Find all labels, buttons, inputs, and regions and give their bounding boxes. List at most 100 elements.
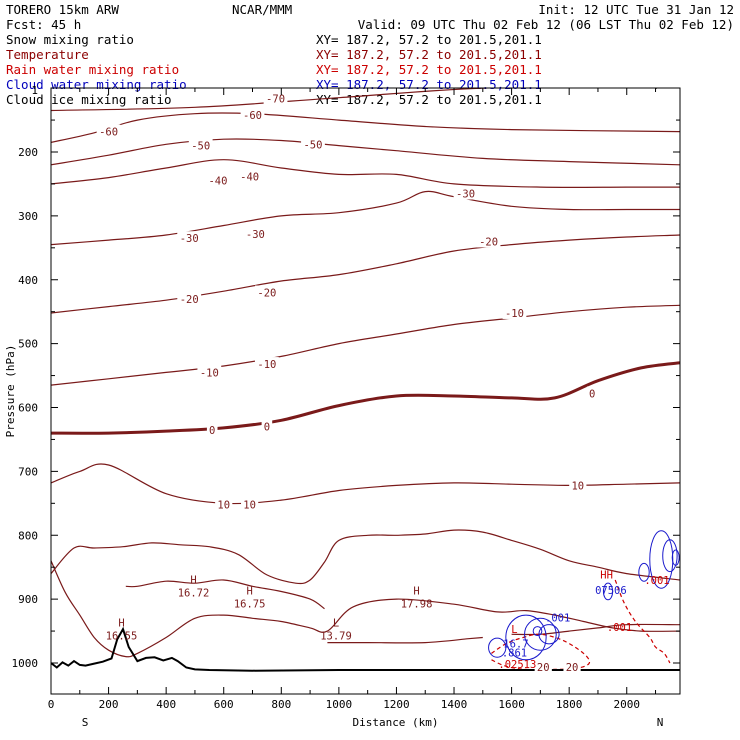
isotherm-label: -50 (191, 141, 210, 153)
x-tick-label: 600 (214, 698, 234, 711)
isotherm-line (51, 234, 680, 314)
model-title: TORERO 15km ARW (6, 2, 119, 17)
x-tick-label: 1800 (556, 698, 583, 711)
isotherm-label: -40 (208, 176, 227, 188)
plot-frame (50, 87, 681, 695)
x-tick-label: 2000 (613, 698, 640, 711)
x-tick-label: 1000 (326, 698, 353, 711)
cloud-contour (638, 562, 650, 582)
y-axis-label: Pressure (hPa) (4, 345, 17, 438)
isotherm-label-bg (255, 357, 279, 371)
isotherm-label-bg (502, 305, 527, 319)
isotherm-label-bg (215, 497, 233, 511)
valid-time: Valid: 09 UTC Thu 02 Feb 12 (06 LST Thu … (358, 17, 734, 32)
y-tick-label: 300 (18, 210, 38, 223)
isotherm-label-bg (563, 659, 581, 673)
x-tick-label: 800 (271, 698, 291, 711)
isotherm-label: 10 (217, 500, 230, 512)
cloud-contour (671, 549, 680, 566)
isotherm-label: -30 (456, 189, 475, 201)
center-name: NCAR/MMM (232, 2, 292, 17)
y-tick-label: 900 (18, 593, 38, 606)
isotherm-label-bg (261, 419, 273, 433)
cloud-contour (505, 614, 547, 661)
extremum-value: 13.79 (320, 630, 352, 642)
lower-contour-line (51, 529, 680, 585)
end-label-south: S (82, 716, 89, 729)
isotherm-label-bg (206, 422, 218, 436)
isotherm-label: 0 (264, 422, 270, 434)
y-tick-label: 1 (31, 84, 38, 97)
isotherm-label: -20 (257, 288, 276, 300)
isotherm-line (51, 138, 680, 166)
isotherm-label: -30 (180, 233, 199, 245)
isotherm-label-bg (586, 386, 598, 400)
isotherm-label: -20 (479, 236, 498, 248)
x-tick-label: 1200 (383, 698, 410, 711)
end-label-north: N (657, 716, 664, 729)
extremum-letter: H (246, 585, 252, 597)
x-tick-label: 0 (48, 698, 55, 711)
y-tick-label: 600 (18, 402, 38, 415)
plot-area: -70 -60 -60 -50 -50 -40 -40 -30 -30 -30 -20 -20 -20 -… (4, 78, 681, 729)
isotherm-label: -50 (303, 139, 322, 151)
terrain-line (51, 626, 680, 672)
isotherm-label-bg (237, 169, 262, 183)
y-tick-label: 1000 (12, 657, 39, 670)
field-xy: XY= 187.2, 57.2 to 201.5,201.1 (316, 62, 542, 77)
cloud-contour (538, 624, 560, 645)
x-axis-label: Distance (km) (352, 716, 438, 729)
isotherm-label-bg (476, 234, 501, 248)
isotherm-label-bg (301, 137, 325, 151)
lower-contour-line (327, 636, 483, 644)
field-name: Cloud ice mixing ratio (6, 92, 172, 107)
isotherm-line (51, 304, 680, 386)
annotation-label: .001 (644, 575, 669, 587)
extremum-value: 16.75 (234, 598, 266, 610)
isotherm-label: -10 (200, 367, 219, 379)
isotherm-label-bg (243, 226, 268, 240)
forecast-hour: Fcst: 45 h (6, 17, 81, 32)
isotherm-label: -60 (243, 110, 262, 122)
y-tick-label: 200 (18, 146, 38, 159)
lower-contour-line (125, 579, 325, 610)
plot-inner: -70 -60 -60 -50 -50 -40 -40 -30 -30 -30 -20 -20 -20 -… (51, 78, 680, 674)
isotherm-label: -70 (266, 93, 285, 105)
extremum-value: 17.98 (401, 598, 433, 610)
field-xy: XY= 187.2, 57.2 to 201.5,201.1 (316, 32, 542, 47)
isotherm-label-bg (255, 285, 279, 299)
isotherm-label-bg (177, 291, 202, 305)
x-tick-label: 1400 (441, 698, 468, 711)
cloud-contour (524, 617, 557, 651)
isotherm-label-bg (206, 173, 230, 187)
isotherm-label-bg (569, 478, 587, 492)
extremum-letter: L (333, 617, 339, 629)
isotherm-label-bg (453, 186, 478, 200)
field-xy: XY= 187.2, 57.2 to 201.5,201.1 (316, 47, 542, 62)
isotherm-line (51, 463, 680, 505)
lower-contour-line (511, 623, 680, 636)
isotherm-line (51, 112, 680, 143)
extremum-letter: H (118, 617, 124, 629)
annotation-label: .02513 (498, 659, 536, 671)
y-tick-label: 500 (18, 338, 38, 351)
y-tick-label: 700 (18, 465, 38, 478)
annotation-label: 16.7 (503, 639, 528, 651)
extremum-letter: H (190, 575, 196, 587)
field-xy: XY= 187.2, 57.2 to 201.5,201.1 (316, 77, 542, 92)
cloud-contour (602, 582, 614, 601)
isotherm-label: 10 (571, 480, 584, 492)
rain-contour (614, 579, 671, 664)
isotherm-label-bg (188, 138, 213, 152)
annotation-label: .861 (502, 648, 527, 660)
isotherm-label: -60 (99, 127, 118, 139)
x-tick-label: 1600 (498, 698, 525, 711)
field-name: Snow mixing ratio (6, 32, 134, 47)
isotherm-label: 0 (209, 425, 215, 437)
annotation-label: HH (600, 570, 613, 582)
isotherm-label: -10 (505, 308, 524, 320)
x-tick-label: 200 (99, 698, 119, 711)
lower-contour-line (51, 560, 680, 658)
annotation-label: p,0 (655, 78, 674, 90)
